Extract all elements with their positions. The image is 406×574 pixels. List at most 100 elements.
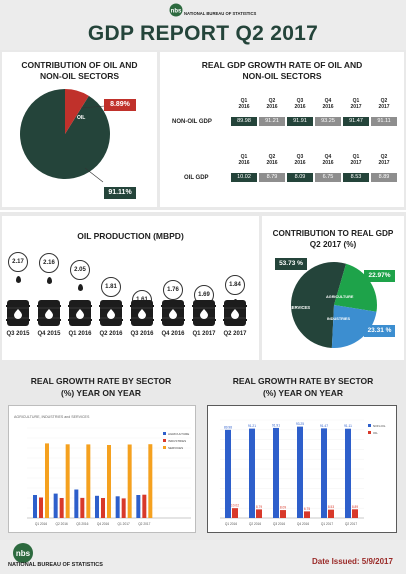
oil-barrel-icon bbox=[130, 300, 154, 326]
data-label: 91.11 bbox=[344, 424, 352, 428]
growth-right-title-2: (%) YEAR ON YEAR bbox=[263, 388, 343, 398]
bar-agriculture bbox=[74, 489, 79, 518]
table-value-cell: 8.79 bbox=[259, 173, 285, 182]
nonoil-row-label: NON-OIL GDP bbox=[172, 119, 212, 125]
table-value-cell: 8.09 bbox=[287, 173, 313, 182]
x-tick-label: Q2 2017 bbox=[138, 522, 150, 526]
oil-barrel-icon bbox=[223, 300, 247, 326]
sector-pie-title-1: CONTRIBUTION TO REAL GDP bbox=[272, 229, 394, 238]
sector-chart-title: AGRICULTURE, INDUSTRIES and SERVICES bbox=[14, 415, 90, 419]
agriculture-slice-label: AGRICULTURE bbox=[326, 295, 354, 299]
legend-label: SERVICES bbox=[168, 446, 183, 450]
industries-pct-badge: 23.31 % bbox=[364, 325, 395, 337]
table-column-header: Q1 2016 bbox=[238, 98, 250, 110]
oil-production-quarter: Q3 2015 bbox=[6, 331, 30, 337]
bar-non-oil bbox=[225, 429, 231, 518]
bar-services bbox=[107, 445, 111, 518]
x-tick-label: Q1 2017 bbox=[118, 522, 130, 526]
x-tick-label: Q4 2016 bbox=[297, 522, 309, 526]
table-value-cell: 10.02 bbox=[231, 173, 257, 182]
oil-pct-badge: 8.89% bbox=[104, 99, 136, 111]
growth-table-title-1: REAL GDP GROWTH RATE OF OIL AND bbox=[201, 60, 363, 70]
industries-slice-label: INDUSTRIES bbox=[327, 317, 350, 321]
bar-non-oil bbox=[321, 428, 327, 518]
oil-production-quarter: Q3 2016 bbox=[130, 331, 154, 337]
oil-barrel-icon bbox=[99, 300, 123, 326]
oil-barrel-icon bbox=[37, 300, 61, 326]
oil-production-panel bbox=[2, 216, 259, 360]
x-tick-label: Q2 2017 bbox=[345, 522, 357, 526]
oil-barrel-icon bbox=[6, 300, 30, 326]
bar-industries bbox=[142, 494, 147, 518]
oil-drop-icon bbox=[77, 284, 83, 292]
header-bureau-name: NATIONAL BUREAU OF STATISTICS bbox=[184, 11, 257, 16]
growth-left-title-1: REAL GROWTH RATE BY SECTOR bbox=[30, 376, 172, 386]
oil-nonoil-growth-chart: 89.98 10.02 Q1 2016 91.21 8.79 Q2 2016 91.91 8.… bbox=[207, 405, 397, 533]
data-label: 89.98 bbox=[224, 425, 232, 429]
oil-production-value: 1.81 bbox=[101, 276, 121, 297]
date-issued: Date Issued: 5/9/2017 bbox=[312, 557, 393, 566]
bar-agriculture bbox=[136, 495, 141, 518]
data-label: 91.21 bbox=[248, 424, 256, 428]
legend-swatch bbox=[163, 439, 166, 442]
x-tick-label: Q3 2016 bbox=[76, 522, 88, 526]
bar-non-oil bbox=[297, 426, 303, 518]
bar-oil bbox=[352, 509, 358, 518]
oil-production-quarter: Q1 2017 bbox=[192, 331, 216, 337]
nonoil-pct-badge: 91.11% bbox=[104, 187, 136, 199]
data-label: 91.47 bbox=[320, 424, 328, 428]
bar-industries bbox=[101, 498, 105, 518]
oil-production-value: 2.05 bbox=[70, 260, 90, 281]
bar-services bbox=[65, 444, 70, 518]
legend-swatch bbox=[368, 424, 371, 427]
table-value-cell: 93.25 bbox=[315, 117, 341, 126]
table-value-cell: 89.98 bbox=[231, 117, 257, 126]
footer-band bbox=[0, 540, 406, 574]
table-column-header: Q4 2016 bbox=[322, 98, 334, 110]
bar-industries bbox=[59, 498, 64, 518]
data-label: 8.79 bbox=[256, 505, 262, 509]
legend-label: AGRICULTURE bbox=[168, 432, 189, 436]
x-tick-label: Q1 2016 bbox=[35, 522, 47, 526]
oil-production-quarter: Q1 2016 bbox=[68, 331, 92, 337]
table-column-header: Q2 2017 bbox=[378, 98, 390, 110]
bar-oil bbox=[256, 509, 262, 518]
x-tick-label: Q2 2016 bbox=[249, 522, 261, 526]
bar-services bbox=[45, 443, 49, 518]
bar-agriculture bbox=[95, 495, 99, 518]
oil-slice-label: OIL bbox=[77, 115, 85, 121]
legend-swatch bbox=[163, 432, 166, 435]
nonoil-slice bbox=[19, 89, 110, 179]
table-column-header: Q3 2016 bbox=[294, 154, 306, 166]
oil-production-value: 2.16 bbox=[39, 252, 59, 273]
legend-label: OIL bbox=[373, 431, 378, 435]
growth-left-title-2: (%) YEAR ON YEAR bbox=[61, 388, 141, 398]
data-label: 8.09 bbox=[280, 506, 286, 510]
services-slice-label: SERVICES bbox=[289, 305, 310, 310]
data-label: 8.53 bbox=[328, 505, 334, 509]
data-label: 6.75 bbox=[304, 507, 310, 511]
footer-logo-icon: nbs bbox=[13, 543, 33, 563]
bar-industries bbox=[121, 498, 126, 518]
oil-barrel-icon bbox=[68, 300, 92, 326]
oil-production-value: 1.84 bbox=[225, 274, 245, 295]
sector-pie-chart: SERVICES AGRICULTURE INDUSTRIES bbox=[289, 262, 377, 348]
data-label: 8.89 bbox=[352, 505, 358, 509]
oil-production-quarter: Q2 2017 bbox=[223, 331, 247, 337]
table-value-cell: 91.47 bbox=[343, 117, 369, 126]
bar-agriculture bbox=[53, 493, 58, 518]
nbs-logo-icon: nbs bbox=[169, 3, 183, 17]
oil-barrel-icon bbox=[192, 300, 216, 326]
bar-industries bbox=[39, 497, 43, 518]
page-title: GDP REPORT Q2 2017 bbox=[87, 22, 319, 45]
oil-nonoil-pie-chart: OIL bbox=[19, 89, 110, 183]
table-value-cell: 91.21 bbox=[259, 117, 285, 126]
sector-pie-title-2: Q2 2017 (%) bbox=[309, 240, 357, 249]
oil-row-label: OIL GDP bbox=[184, 175, 209, 181]
bar-services bbox=[127, 444, 132, 518]
table-column-header: Q1 2016 bbox=[238, 154, 250, 166]
agriculture-pct-badge: 22.97% bbox=[364, 270, 395, 282]
header-logo: nbs NATIONAL BUREAU OF STATISTICS bbox=[169, 2, 256, 20]
bar-services bbox=[86, 444, 91, 518]
table-column-header: Q3 2016 bbox=[294, 98, 306, 110]
